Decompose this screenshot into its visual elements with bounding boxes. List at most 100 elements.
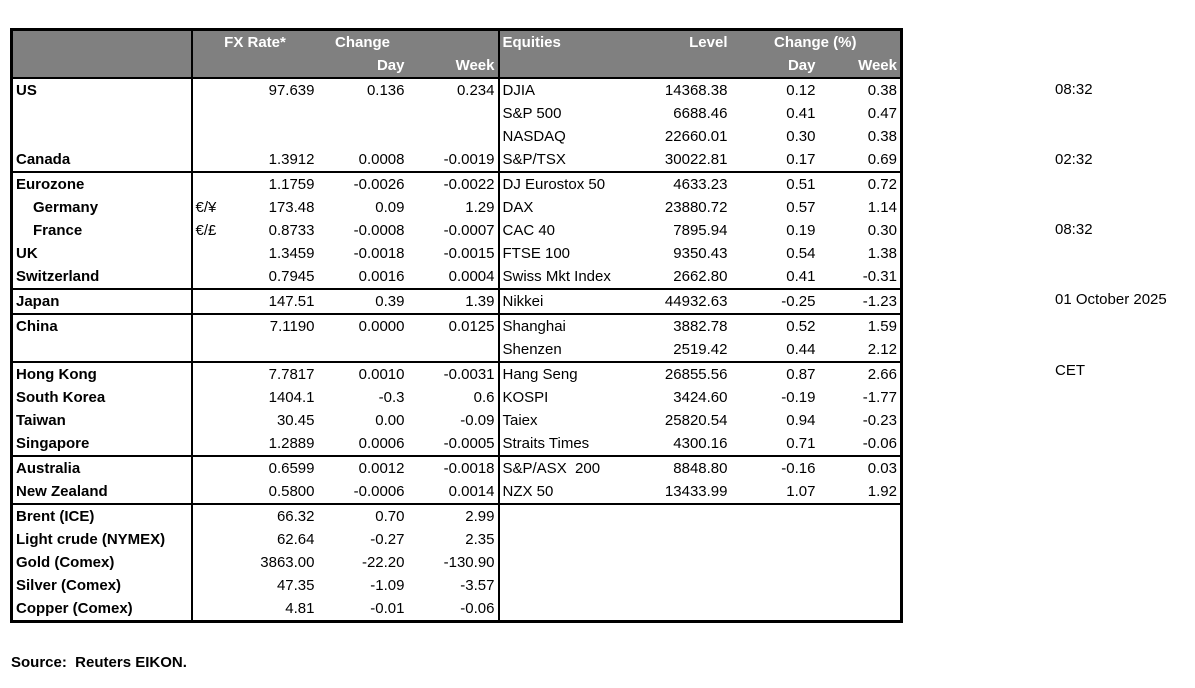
equity-change-week: 2.12 [818,338,902,363]
equity-label: Nikkei [498,289,641,315]
equity-label [499,551,641,574]
equity-label [499,528,641,551]
fx-rate-value: 0.6599 [268,460,315,477]
row-label: Eurozone [11,172,193,196]
equity-level [641,504,731,528]
fx-change-day [318,125,408,148]
fx-change-day: 0.0016 [317,265,408,290]
equity-change-week: 1.38 [867,245,897,262]
currency-pair [191,265,232,290]
fx-change-day: 0.136 [366,82,405,99]
fx-change-day: -0.0026 [353,176,405,193]
fx-change-day: -0.0018 [353,245,405,262]
equity-change-day: 0.51 [786,176,816,193]
row-label: Silver (Comex) [11,574,193,597]
equity-change-day: -0.16 [781,460,816,477]
table-row: NASDAQ 22660.01 0.30 0.38 [11,125,902,148]
fx-rate-value: 4.81 [285,600,315,617]
currency-pair [192,314,232,338]
table-row: Copper (Comex) 4.81 -0.01 -0.06 [11,597,902,622]
currency-pair [192,242,232,265]
fx-change-week [407,125,500,148]
source-note: Source: Reuters EIKON. [11,654,187,671]
equity-change-week [819,574,902,597]
currency-pair [192,528,232,551]
table-body: US 97.639 0.136 0.234 DJIA 14368.38 0.12 0.38 S&… [11,78,902,622]
equity-change-day: -0.19 [781,389,816,406]
equity-change-day [731,528,819,551]
equity-label: S&P/TSX [498,148,641,173]
fx-rate-header: FX Rate* [191,29,318,54]
equity-change-day: 0.19 [786,222,816,239]
timestamp-block: 08:32 02:32 08:32 01 October 2025 CET [1055,31,1167,429]
table-row: Shenzen 2519.42 0.44 2.12 [11,338,902,363]
fx-change-week: -0.0018 [407,456,500,480]
equity-label: NZX 50 [498,480,641,505]
currency-pair [191,289,232,315]
equity-change-week [819,597,902,622]
equity-change-day: 1.07 [730,480,819,505]
row-label: US [11,78,193,102]
equity-change-day: 0.71 [730,432,819,457]
equity-change-week: 0.03 [867,460,897,477]
market-data-table: FX Rate* Change Equities Level Change (%… [10,28,903,623]
row-label: Hong Kong [11,362,193,386]
fx-rate-value: 47.35 [276,577,315,594]
equity-label: DJ Eurostox 50 [502,176,606,193]
fx-change-week: -0.09 [407,409,500,432]
row-label: Copper (Comex) [11,597,193,622]
equity-level: 8848.80 [673,460,728,477]
fx-change-week: 2.99 [407,504,500,528]
row-label: Light crude (NYMEX) [11,528,193,551]
equity-level: 14368.38 [664,82,728,99]
equity-change-day: 0.41 [786,105,816,122]
row-label: Switzerland [11,265,193,290]
fx-change-day: 0.09 [375,199,405,216]
equity-change-week: -0.06 [818,432,902,457]
row-label: New Zealand [11,480,193,505]
spacer-cell [498,54,641,79]
fx-change-day: 0.39 [317,289,408,315]
time-tertiary: 08:32 [1055,221,1093,239]
fx-rate-value: 30.45 [276,412,315,429]
fx-rate-value: 7.1190 [269,318,315,335]
spacer-cell [11,54,193,79]
fx-rate-value: 0.7945 [231,265,318,290]
currency-pair [191,338,232,363]
fx-change-day: 0.0006 [317,432,408,457]
equity-level: 2519.42 [640,338,731,363]
table-row: Canada 1.3912 0.0008 -0.0019 S&P/TSX 30022.81… [11,148,902,173]
currency-pair [192,78,232,102]
table-row: Hong Kong 7.7817 0.0010 -0.0031 Hang Seng 268… [11,362,902,386]
equity-level: 30022.81 [640,148,731,173]
currency-pair [191,480,232,505]
table-row: China 7.1190 0.0000 0.0125 Shanghai 3882.78 0.… [11,314,902,338]
equity-level: 9350.43 [673,245,728,262]
fx-rate-value: 0.5800 [231,480,318,505]
spacer-cell [640,54,731,79]
equity-level [641,574,731,597]
fx-change-week: -3.57 [407,574,500,597]
row-label: Germany [11,196,193,219]
equity-level: 3882.78 [673,318,728,335]
row-label: Australia [11,456,193,480]
table-row: Singapore 1.2889 0.0006 -0.0005 Straits Time… [11,432,902,457]
equity-change-week: 0.30 [867,222,897,239]
row-label [11,125,193,148]
fx-rate-value: 173.48 [268,199,315,216]
row-label: Japan [11,289,193,315]
equity-level: 4633.23 [673,176,728,193]
fx-rate-value: 3863.00 [260,554,315,571]
equity-change-day: 0.87 [786,366,816,383]
equity-label: Straits Times [498,432,641,457]
fx-change-week: 0.0125 [407,314,500,338]
fx-change-day: -0.3 [378,389,405,406]
fx-change-week: -0.0007 [407,219,500,242]
header-row-1: FX Rate* Change Equities Level Change (%… [11,29,902,54]
equity-label: NASDAQ [502,128,566,145]
equity-change-day: 0.30 [786,128,816,145]
fx-rate-value [232,102,318,125]
table-row: Silver (Comex) 47.35 -1.09 -3.57 [11,574,902,597]
equity-level: 3424.60 [673,389,728,406]
currency-pair [191,148,232,173]
